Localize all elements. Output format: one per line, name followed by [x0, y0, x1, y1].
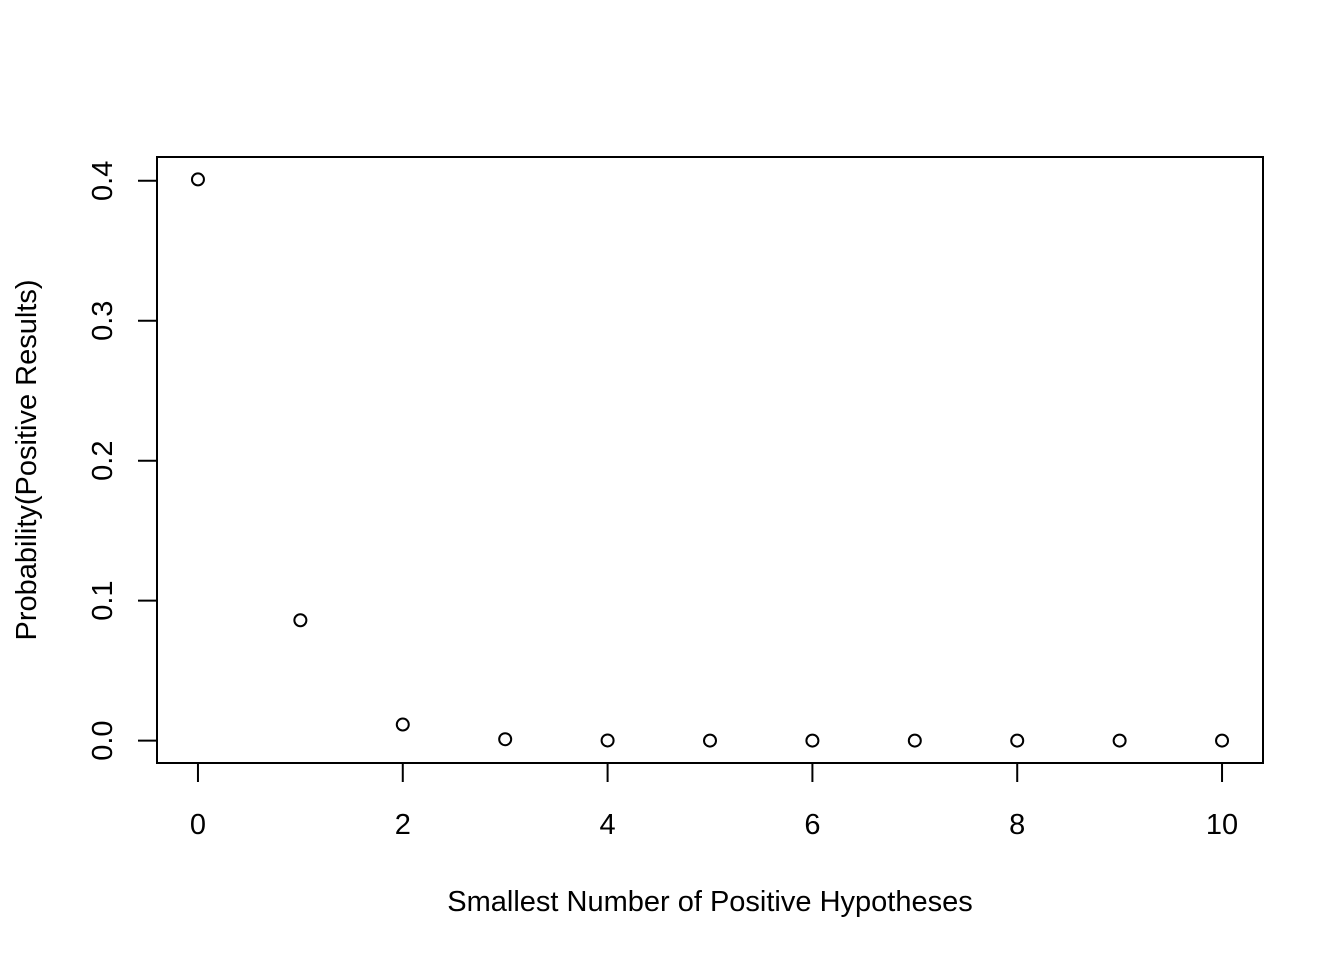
data-point [703, 733, 717, 748]
data-point [600, 733, 615, 748]
x-tick-label: 2 [395, 809, 411, 841]
data-points [190, 172, 1230, 748]
x-tick-label: 6 [804, 809, 820, 841]
x-axis-label: Smallest Number of Positive Hypotheses [447, 886, 972, 918]
x-tick-label: 10 [1206, 809, 1238, 841]
y-tick-label: 0.2 [87, 441, 119, 481]
data-point [293, 613, 308, 628]
data-point [1215, 733, 1230, 748]
x-tick-label: 8 [1009, 809, 1025, 841]
data-point [1112, 733, 1127, 748]
data-point [190, 172, 205, 187]
y-axis: 0.0 0.1 0.2 0.3 0.4 [87, 161, 157, 761]
y-axis-label: Probability(Positive Results) [11, 279, 43, 640]
y-tick-label: 0.4 [87, 161, 119, 201]
data-point [907, 733, 922, 748]
x-tick-label: 0 [190, 809, 206, 841]
y-tick-label: 0.1 [87, 580, 119, 620]
y-tick-label: 0.0 [87, 720, 119, 760]
x-axis: 0 2 4 6 8 10 [190, 763, 1238, 841]
plot-frame [156, 156, 1264, 764]
data-point [498, 732, 513, 747]
data-point [395, 717, 410, 732]
data-point [1010, 733, 1025, 748]
x-tick-label: 4 [600, 809, 616, 841]
data-point [805, 733, 820, 748]
y-tick-label: 0.3 [87, 301, 119, 341]
